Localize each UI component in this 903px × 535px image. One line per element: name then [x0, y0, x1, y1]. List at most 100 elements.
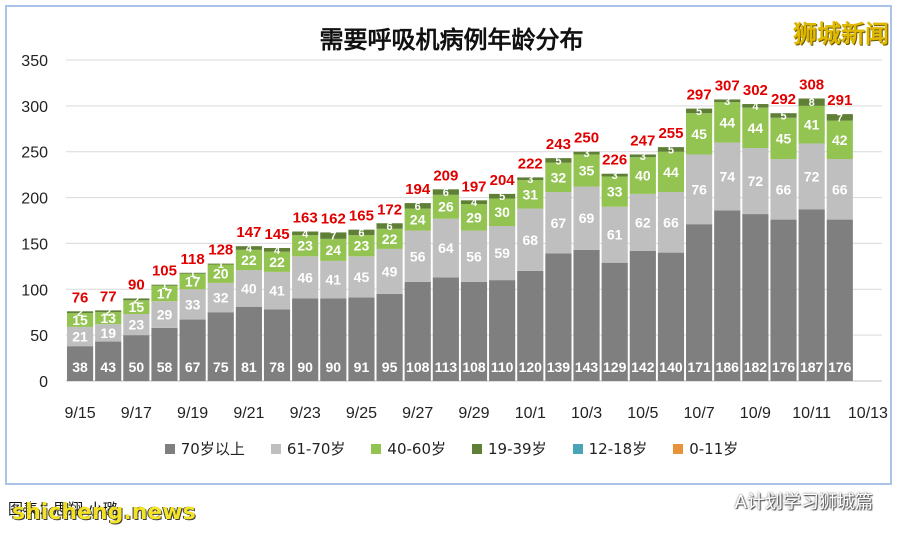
legend-label: 40-60岁	[387, 440, 447, 458]
data-label: 187	[800, 359, 824, 375]
bar-segment	[432, 218, 459, 278]
bar-segment	[348, 235, 375, 257]
bar-segment	[742, 148, 769, 215]
bar-segment	[657, 151, 685, 193]
bar-segment	[573, 151, 600, 155]
data-label: 171	[687, 359, 711, 375]
legend-item-19-39: 19-39岁	[472, 438, 547, 459]
data-label: 4	[471, 197, 478, 209]
data-label: 44	[748, 120, 764, 136]
x-tick-label: 10/5	[627, 405, 658, 422]
data-label: 33	[185, 296, 201, 312]
data-label: 81	[241, 359, 257, 375]
bar-segment	[657, 252, 685, 381]
x-tick-label: 9/21	[233, 405, 264, 422]
data-label: 3	[724, 96, 730, 108]
data-label: 24	[326, 242, 342, 258]
data-label: 176	[772, 359, 796, 375]
bar-segment	[179, 319, 206, 381]
bar-segment	[798, 143, 825, 210]
legend-swatch	[371, 443, 382, 454]
data-label: 3	[640, 151, 646, 163]
bar-segment	[123, 335, 150, 381]
data-label: 1	[161, 280, 167, 292]
bar-segment	[517, 180, 544, 209]
legend: 70岁以上 61-70岁 40-60岁 19-39岁 12-18岁 0-11岁	[0, 438, 903, 459]
data-label: 23	[354, 238, 370, 254]
total-label: 90	[128, 276, 145, 293]
legend-swatch	[572, 443, 583, 454]
watermark: shicheng.news	[12, 500, 196, 525]
data-label: 23	[297, 238, 313, 254]
data-label: 69	[579, 210, 595, 226]
bar-segment	[826, 120, 853, 160]
data-label: 56	[466, 248, 482, 264]
bar-segment	[573, 249, 600, 381]
bar-segment	[601, 262, 628, 381]
total-label: 308	[799, 77, 824, 94]
bar-segment	[376, 228, 403, 249]
bar-segment	[95, 341, 122, 381]
data-label: 108	[462, 359, 486, 375]
bar-segment	[179, 289, 206, 320]
data-label: 140	[659, 359, 683, 375]
bar-segment	[826, 159, 853, 220]
legend-swatch	[164, 443, 175, 454]
x-tick-label: 10/9	[740, 405, 771, 422]
chart-credit: 图表：思翔·小璐	[8, 500, 118, 518]
bar-segment	[601, 176, 628, 207]
data-label: 67	[185, 359, 201, 375]
data-label: 143	[575, 359, 599, 375]
y-tick-label: 100	[21, 282, 48, 299]
data-label: 5	[555, 155, 561, 167]
data-label: 41	[326, 272, 342, 288]
data-label: 43	[100, 359, 116, 375]
bar-segment	[235, 270, 262, 307]
bar-segment	[770, 219, 797, 381]
bar-segment	[263, 248, 291, 252]
data-label: 90	[297, 359, 313, 375]
data-label: 7	[837, 112, 843, 124]
legend-label: 12-18岁	[588, 440, 648, 458]
data-label: 186	[716, 359, 740, 375]
data-label: 4	[752, 101, 759, 113]
bar-segment	[629, 250, 656, 381]
bar-segment	[263, 309, 291, 381]
bar-segment	[207, 263, 234, 265]
data-label: 142	[631, 359, 655, 375]
y-tick-label: 350	[21, 53, 48, 70]
bar-segment	[95, 324, 122, 342]
bar-segment	[489, 193, 516, 199]
bar-segment	[404, 281, 431, 381]
data-label: 5	[668, 144, 674, 156]
x-tick-label: 10/11	[792, 405, 831, 422]
bar-segment	[770, 113, 797, 118]
data-label: 72	[748, 173, 764, 189]
total-label: 209	[433, 167, 458, 184]
total-label: 243	[546, 136, 571, 153]
data-label: 49	[382, 263, 398, 279]
bar-segment	[545, 158, 572, 163]
bar-segment	[798, 98, 825, 106]
total-label: 250	[574, 130, 599, 147]
x-tick-label: 10/1	[515, 405, 546, 422]
data-label: 66	[663, 214, 679, 230]
bar-segment	[432, 194, 459, 219]
bar-segment	[714, 102, 741, 143]
bar-segment	[348, 297, 375, 381]
bar-segment	[432, 277, 459, 381]
data-label: 31	[522, 186, 538, 202]
bar-segment	[292, 235, 319, 257]
data-label: 4	[246, 243, 253, 255]
bar-segment	[404, 208, 431, 231]
bar-segment	[629, 193, 656, 251]
y-tick-label: 250	[21, 145, 48, 162]
bar-segment	[770, 117, 797, 160]
x-tick-label: 10/3	[571, 405, 602, 422]
data-label: 15	[72, 312, 88, 328]
data-label: 129	[603, 359, 627, 375]
account-name: A计划学习狮城篇	[734, 492, 873, 513]
bar-segment	[714, 142, 741, 211]
data-label: 4	[274, 245, 281, 257]
bar-segment	[66, 346, 94, 381]
